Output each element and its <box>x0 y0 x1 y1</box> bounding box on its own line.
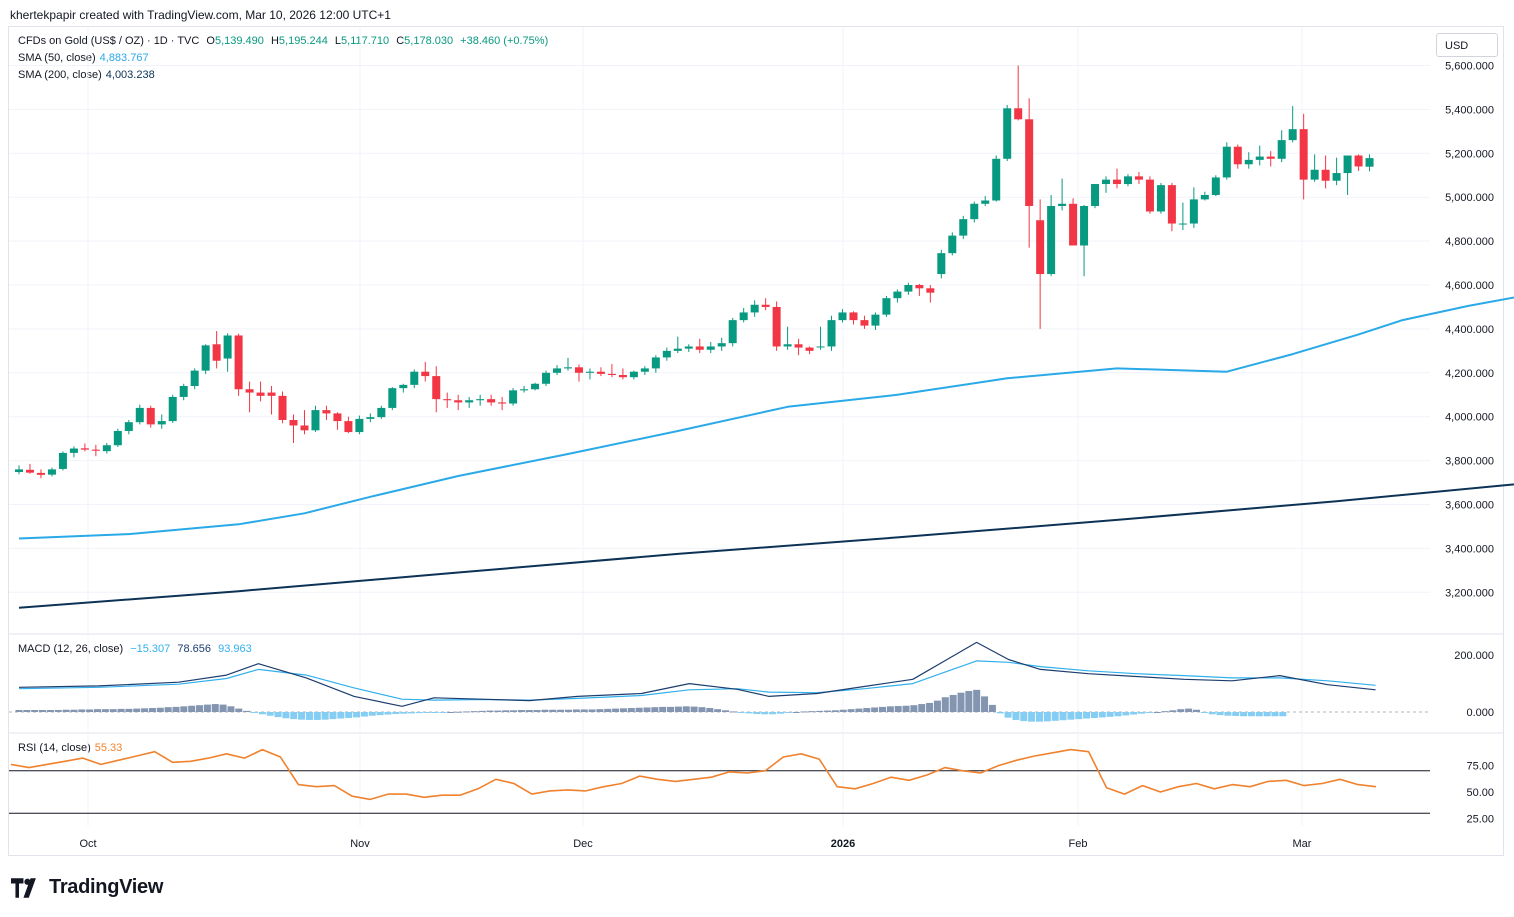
low-label: L <box>334 35 342 47</box>
sma50-value: 4,883.767 <box>99 52 149 64</box>
change-value: +38.460 (+0.75%) <box>460 35 549 47</box>
close-value: 5,178.030 <box>404 35 454 47</box>
rsi-label: RSI (14, close) <box>18 742 91 754</box>
macd-line-value: 78.656 <box>177 643 212 655</box>
macd-label: MACD (12, 26, close) <box>18 643 124 655</box>
chart-frame <box>8 26 1504 856</box>
sma50-legend[interactable]: SMA (50, close) 4,883.767 <box>18 52 149 64</box>
sma200-label: SMA (200, close) <box>18 69 102 81</box>
rsi-value: 55.33 <box>94 742 123 754</box>
open-label: O <box>206 35 215 47</box>
currency-button[interactable]: USD <box>1436 33 1498 57</box>
high-label: H <box>270 35 279 47</box>
instrument-legend: CFDs on Gold (US$ / OZ) · 1D · TVC O5,13… <box>18 35 548 47</box>
rsi-legend[interactable]: RSI (14, close) 55.33 <box>18 742 122 754</box>
open-value: 5,139.490 <box>214 35 264 47</box>
tradingview-logo-icon <box>11 877 36 898</box>
sma200-value: 4,003.238 <box>105 69 155 81</box>
tradingview-footer[interactable]: TradingView <box>11 876 163 899</box>
macd-hist-value: −15.307 <box>130 643 171 655</box>
instrument-title[interactable]: CFDs on Gold (US$ / OZ) · 1D · TVC <box>18 35 200 47</box>
footer-brand: TradingView <box>49 876 164 898</box>
macd-legend[interactable]: MACD (12, 26, close) −15.307 78.656 93.9… <box>18 643 252 655</box>
macd-signal-value: 93.963 <box>218 643 252 655</box>
sma200-legend[interactable]: SMA (200, close) 4,003.238 <box>18 69 155 81</box>
close-label: C <box>396 35 405 47</box>
sma50-label: SMA (50, close) <box>18 52 96 64</box>
high-value: 5,195.244 <box>278 35 328 47</box>
attribution-header: khertekpapir created with TradingView.co… <box>10 8 391 22</box>
low-value: 5,117.710 <box>341 35 390 47</box>
